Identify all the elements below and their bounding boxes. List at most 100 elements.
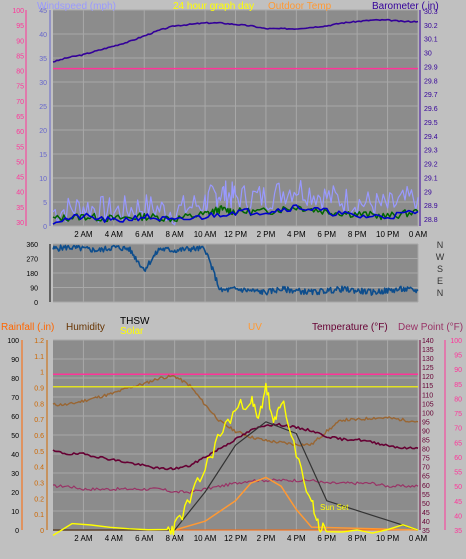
humidity-axis-label: 50 xyxy=(11,433,19,440)
temp-axis-label: 95 xyxy=(422,419,430,426)
x-tick-label: 0 AM xyxy=(409,534,428,543)
rain-axis-label: 0.8 xyxy=(34,401,44,408)
sunset-annotation: Sun Set xyxy=(320,503,349,512)
barometer-axis-label: 30 xyxy=(424,51,432,58)
x-tick-label: 8 PM xyxy=(348,230,367,239)
x-tick-label: 2 AM xyxy=(74,534,93,543)
x-tick-label: 10 AM xyxy=(194,230,217,239)
rain-axis-label: 1.2 xyxy=(34,338,44,345)
temp-axis-label: 80 xyxy=(16,69,24,76)
barometer-axis-label: 30.3 xyxy=(424,9,438,16)
x-tick-label: 10 AM xyxy=(194,534,217,543)
x-tick-label: 8 PM xyxy=(348,534,367,543)
wind-axis-label: 35 xyxy=(39,56,47,63)
wind-axis-label: 25 xyxy=(39,104,47,111)
wind-direction-line xyxy=(52,244,419,296)
barometer-axis-label: 29 xyxy=(424,189,432,196)
temp-axis-label: 55 xyxy=(422,492,430,499)
legend-outdoor-temp: Outdoor Temp xyxy=(268,1,332,12)
temp-axis-label: 100 xyxy=(422,410,434,417)
x-tick-label: 12 PM xyxy=(224,230,247,239)
temp-axis-label: 125 xyxy=(422,365,434,372)
dewpoint-axis-label: 50 xyxy=(454,484,462,491)
wind-axis-label: 5 xyxy=(43,200,47,207)
barometer-axis-label: 29.9 xyxy=(424,64,438,71)
mid-axes: 360 270 180 90 0 xyxy=(26,242,51,307)
legend-rainfall: Rainfall (.in) xyxy=(1,322,54,333)
humidity-axis-label: 0 xyxy=(15,528,19,535)
barometer-axis-label: 29.5 xyxy=(424,120,438,127)
x-tick-label: 6 PM xyxy=(317,534,336,543)
direction-axis-label: 270 xyxy=(26,257,38,264)
dewpoint-line xyxy=(52,478,419,494)
barometer-axis-label: 29.6 xyxy=(424,106,438,113)
temp-axis-label: 90 xyxy=(16,38,24,45)
legend-barometer: Barometer (.in) xyxy=(372,1,439,12)
barometer-axis-label: 30.1 xyxy=(424,37,438,44)
temp-axis-label: 75 xyxy=(422,456,430,463)
barometer-axis-label: 29.7 xyxy=(424,92,438,99)
temp-axis-label: 140 xyxy=(422,338,434,345)
rain-axis-label: 0.4 xyxy=(34,465,44,472)
dewpoint-axis-label: 65 xyxy=(454,440,462,447)
temp-axis-label: 130 xyxy=(422,356,434,363)
temp-axis-label: 70 xyxy=(16,99,24,106)
humidity-axis-label: 30 xyxy=(11,471,19,478)
wind-axis-label: 45 xyxy=(39,8,47,15)
temp-axis-label: 30 xyxy=(16,220,24,227)
barometer-axis-label: 29.2 xyxy=(424,162,438,169)
legend-temperature: Temperature (°F) xyxy=(312,322,388,333)
legend-windspeed: Windspeed (mph) xyxy=(37,1,116,12)
temp-axis-label: 85 xyxy=(422,438,430,445)
humidity-axis-label: 60 xyxy=(11,414,19,421)
barometer-axis-label: 29.3 xyxy=(424,148,438,155)
rain-axis-label: 1.1 xyxy=(34,354,44,361)
wind-axis-label: 40 xyxy=(39,32,47,39)
barometer-axis-label: 28.9 xyxy=(424,203,438,210)
x-tick-label: 4 PM xyxy=(287,230,306,239)
solar-line xyxy=(52,382,419,536)
humidity-axis-label: 100 xyxy=(7,338,19,345)
thsw-line xyxy=(53,421,419,531)
temp-axis-label: 45 xyxy=(16,175,24,182)
direction-axis-label: 0 xyxy=(34,300,38,307)
x-tick-label: 12 PM xyxy=(224,534,247,543)
x-tick-label: 6 AM xyxy=(135,534,154,543)
legend-dewpoint: Dew Point (°F) xyxy=(398,322,463,333)
compass-label: N xyxy=(437,288,444,298)
wind-axis-label: 30 xyxy=(39,80,47,87)
temperature-line xyxy=(52,422,419,471)
barometer-line xyxy=(52,18,419,63)
wind-axis-label: 10 xyxy=(39,176,47,183)
wind-axis-label: 15 xyxy=(39,152,47,159)
mid-series xyxy=(52,244,419,296)
compass-label: S xyxy=(437,264,443,274)
barometer-axis-label: 29.8 xyxy=(424,78,438,85)
dewpoint-axis-label: 70 xyxy=(454,426,462,433)
legend-uv: UV xyxy=(248,322,262,333)
direction-axis-label: 90 xyxy=(30,286,38,293)
temp-axis-label: 70 xyxy=(422,465,430,472)
rain-axis-label: 0 xyxy=(40,528,44,535)
wind-axis-label: 20 xyxy=(39,128,47,135)
dewpoint-axis-label: 100 xyxy=(450,338,462,345)
temp-axis-label: 100 xyxy=(12,8,24,15)
temp-axis-label: 105 xyxy=(422,401,434,408)
rain-axis-label: 0.6 xyxy=(34,433,44,440)
x-tick-label: 4 PM xyxy=(287,534,306,543)
x-tick-label: 10 PM xyxy=(376,534,399,543)
temp-axis-label: 120 xyxy=(422,374,434,381)
temp-axis-label: 35 xyxy=(16,205,24,212)
legend-thsw: THSW xyxy=(120,316,150,327)
humidity-axis-label: 20 xyxy=(11,490,19,497)
dewpoint-axis-label: 45 xyxy=(454,499,462,506)
dewpoint-axis-label: 55 xyxy=(454,470,462,477)
temp-axis-label: 115 xyxy=(422,383,433,390)
temp-axis-label: 60 xyxy=(16,129,24,136)
x-tick-label: 2 AM xyxy=(74,230,93,239)
temp-axis-label: 45 xyxy=(422,510,430,517)
compass-label: N xyxy=(437,240,444,250)
x-tick-label: 6 AM xyxy=(135,230,154,239)
bottom-series xyxy=(52,373,419,536)
